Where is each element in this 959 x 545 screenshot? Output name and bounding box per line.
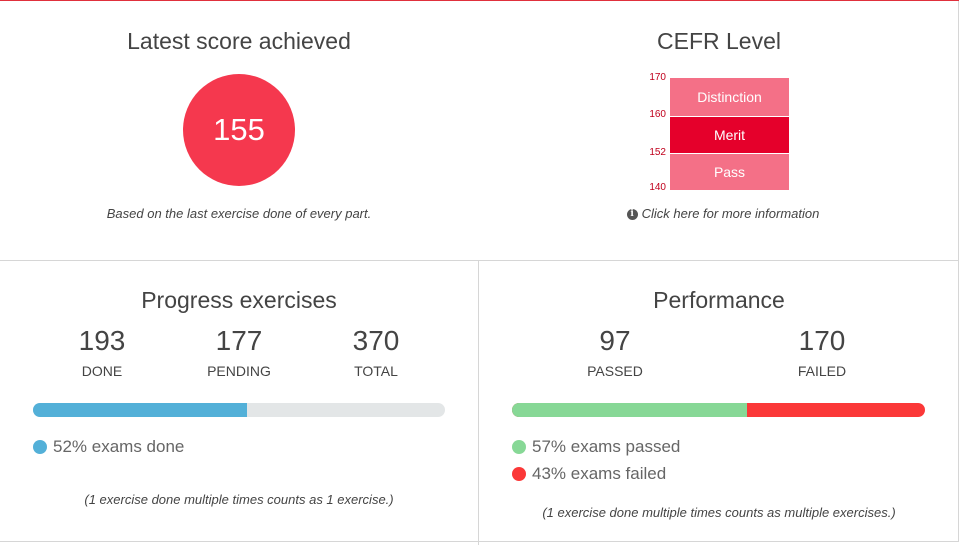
divider-horizontal bbox=[0, 260, 959, 261]
legend-done-text: 52% exams done bbox=[53, 437, 185, 456]
pending-label: PENDING bbox=[207, 363, 271, 379]
failed-label: FAILED bbox=[797, 363, 847, 379]
passed-count: 97 bbox=[599, 325, 631, 356]
legend-done: 52% exams done bbox=[33, 437, 184, 457]
progress-title: Progress exercises bbox=[141, 287, 337, 313]
progress-bar-fill bbox=[33, 403, 248, 417]
progress-note: (1 exercise done multiple times counts a… bbox=[84, 492, 394, 507]
cefr-band-merit: Merit bbox=[670, 117, 789, 153]
cefr-band-label: Merit bbox=[713, 127, 746, 143]
performance-bar-passed bbox=[512, 403, 748, 417]
done-label: DONE bbox=[81, 363, 123, 379]
performance-title: Performance bbox=[653, 287, 785, 313]
legend-dot-failed bbox=[512, 467, 526, 481]
progress-bar bbox=[33, 403, 445, 417]
score-note: Based on the last exercise done of every… bbox=[106, 206, 372, 221]
score-value: 155 bbox=[213, 112, 265, 147]
divider-bottom bbox=[0, 541, 959, 542]
top-accent-line bbox=[0, 0, 959, 1]
total-label: TOTAL bbox=[354, 363, 398, 379]
done-count: 193 bbox=[78, 325, 126, 356]
cefr-tick-label: 160 bbox=[649, 109, 666, 120]
legend-passed-text: 57% exams passed bbox=[532, 437, 681, 456]
legend-dot-done bbox=[33, 440, 47, 454]
cefr-tick-label: 170 bbox=[649, 72, 666, 83]
cefr-band-label: Distinction bbox=[697, 89, 762, 105]
pending-count: 177 bbox=[215, 325, 263, 356]
total-count: 370 bbox=[352, 325, 400, 356]
cefr-tick-label: 152 bbox=[649, 147, 666, 158]
info-circle-icon: i bbox=[626, 209, 638, 221]
legend-failed-text: 43% exams failed bbox=[532, 464, 667, 483]
latest-score-title: Latest score achieved bbox=[127, 28, 351, 54]
cefr-info-link[interactable]: i Click here for more information bbox=[479, 206, 959, 221]
passed-label: PASSED bbox=[587, 363, 643, 379]
legend-failed: 43% exams failed bbox=[512, 464, 666, 484]
score-circle: 155 bbox=[183, 74, 295, 186]
cefr-title: CEFR Level bbox=[657, 28, 781, 54]
cefr-band-pass: Pass bbox=[670, 154, 789, 190]
failed-count: 170 bbox=[798, 325, 846, 356]
cefr-band-distinction: Distinction bbox=[670, 78, 789, 116]
cefr-band-label: Pass bbox=[713, 164, 746, 180]
divider-vertical bbox=[478, 261, 479, 545]
legend-dot-passed bbox=[512, 440, 526, 454]
cefr-tick-label: 140 bbox=[649, 182, 666, 193]
performance-note: (1 exercise done multiple times counts a… bbox=[542, 505, 896, 520]
cefr-info-text: Click here for more information bbox=[641, 206, 820, 221]
performance-bar bbox=[512, 403, 925, 417]
legend-passed: 57% exams passed bbox=[512, 437, 680, 457]
